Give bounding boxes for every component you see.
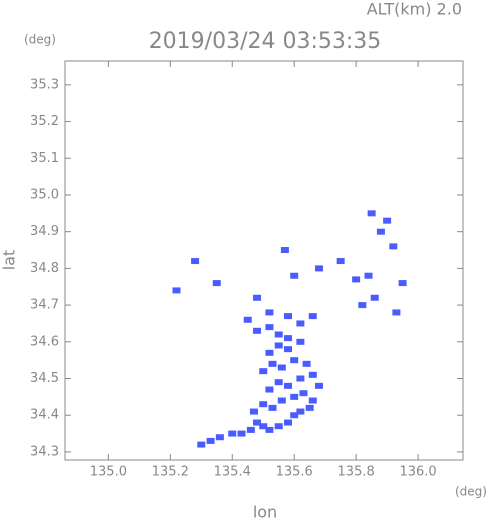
echo-point xyxy=(246,426,255,433)
echo-point xyxy=(284,313,293,320)
x-tick-label: 135.0 xyxy=(90,465,127,480)
echo-point xyxy=(296,320,305,327)
echo-point xyxy=(191,258,200,265)
echo-point xyxy=(290,357,299,364)
y-axis-label: lat xyxy=(0,250,19,271)
echo-point xyxy=(274,331,283,338)
echo-point xyxy=(284,419,293,426)
echo-point xyxy=(308,371,317,378)
echo-point xyxy=(296,375,305,382)
x-tick-label: 135.2 xyxy=(152,465,189,480)
echo-point xyxy=(243,316,252,323)
echo-point xyxy=(305,404,314,411)
echo-point xyxy=(290,412,299,419)
x-tick-label: 135.4 xyxy=(214,465,251,480)
echo-point xyxy=(383,217,392,224)
echo-point xyxy=(392,309,401,316)
echo-point xyxy=(352,276,361,283)
echo-point xyxy=(284,382,293,389)
echo-point xyxy=(336,258,345,265)
echo-point xyxy=(290,393,299,400)
echo-point xyxy=(398,280,407,287)
echo-point xyxy=(290,272,299,279)
echo-point xyxy=(265,426,274,433)
y-tick-label: 34.9 xyxy=(30,224,59,239)
y-tick-label: 34.7 xyxy=(30,298,59,313)
echo-point xyxy=(265,309,274,316)
chart-title: 2019/03/24 03:53:35 xyxy=(149,29,382,54)
y-tick-label: 35.1 xyxy=(30,151,59,166)
echo-point xyxy=(284,335,293,342)
echo-point xyxy=(389,243,398,250)
x-tick-label: 135.8 xyxy=(338,465,375,480)
echo-point xyxy=(314,382,323,389)
y-tick-label: 35.0 xyxy=(30,187,59,202)
echo-point xyxy=(249,408,258,415)
echo-point xyxy=(367,210,376,217)
echo-point xyxy=(370,294,379,301)
echo-point xyxy=(308,397,317,404)
echo-point xyxy=(277,397,286,404)
x-axis-label: lon xyxy=(253,503,277,521)
echo-point xyxy=(280,247,289,254)
echo-point xyxy=(212,280,221,287)
echo-point xyxy=(253,327,262,334)
y-tick-label: 34.4 xyxy=(30,408,59,423)
echo-point xyxy=(299,390,308,397)
echo-point xyxy=(274,342,283,349)
echo-point xyxy=(259,368,268,375)
echo-point xyxy=(358,302,367,309)
echo-point xyxy=(237,430,246,437)
x-tick-label: 135.6 xyxy=(276,465,313,480)
plot-frame xyxy=(64,60,464,461)
y-tick-label: 34.5 xyxy=(30,371,59,386)
echo-point xyxy=(265,349,274,356)
y-tick-label: 34.3 xyxy=(30,444,59,459)
y-tick-label: 34.8 xyxy=(30,261,59,276)
echo-point xyxy=(296,408,305,415)
echo-point xyxy=(259,423,268,430)
echo-point xyxy=(197,441,206,448)
echo-point xyxy=(314,265,323,272)
echo-point xyxy=(253,294,262,301)
echo-point xyxy=(274,423,283,430)
altitude-label: ALT(km) 2.0 xyxy=(367,0,462,19)
echo-point xyxy=(259,401,268,408)
echo-point xyxy=(265,386,274,393)
x-unit: (deg) xyxy=(455,485,487,499)
echo-point xyxy=(268,404,277,411)
echo-point xyxy=(265,324,274,331)
echo-point xyxy=(302,360,311,367)
y-unit: (deg) xyxy=(24,33,56,47)
y-tick-label: 35.3 xyxy=(30,77,59,92)
echo-point xyxy=(284,346,293,353)
echo-point xyxy=(274,379,283,386)
echo-point xyxy=(215,434,224,441)
echo-point xyxy=(277,364,286,371)
echo-point xyxy=(308,313,317,320)
echo-point xyxy=(296,338,305,345)
x-tick-label: 136.0 xyxy=(399,465,436,480)
echo-point xyxy=(376,228,385,235)
y-tick-label: 34.6 xyxy=(30,334,59,349)
echo-point xyxy=(253,419,262,426)
echo-point xyxy=(228,430,237,437)
echo-point xyxy=(206,437,215,444)
y-tick-label: 35.2 xyxy=(30,114,59,129)
echo-point xyxy=(364,272,373,279)
echo-point xyxy=(172,287,181,294)
echo-point xyxy=(268,360,277,367)
